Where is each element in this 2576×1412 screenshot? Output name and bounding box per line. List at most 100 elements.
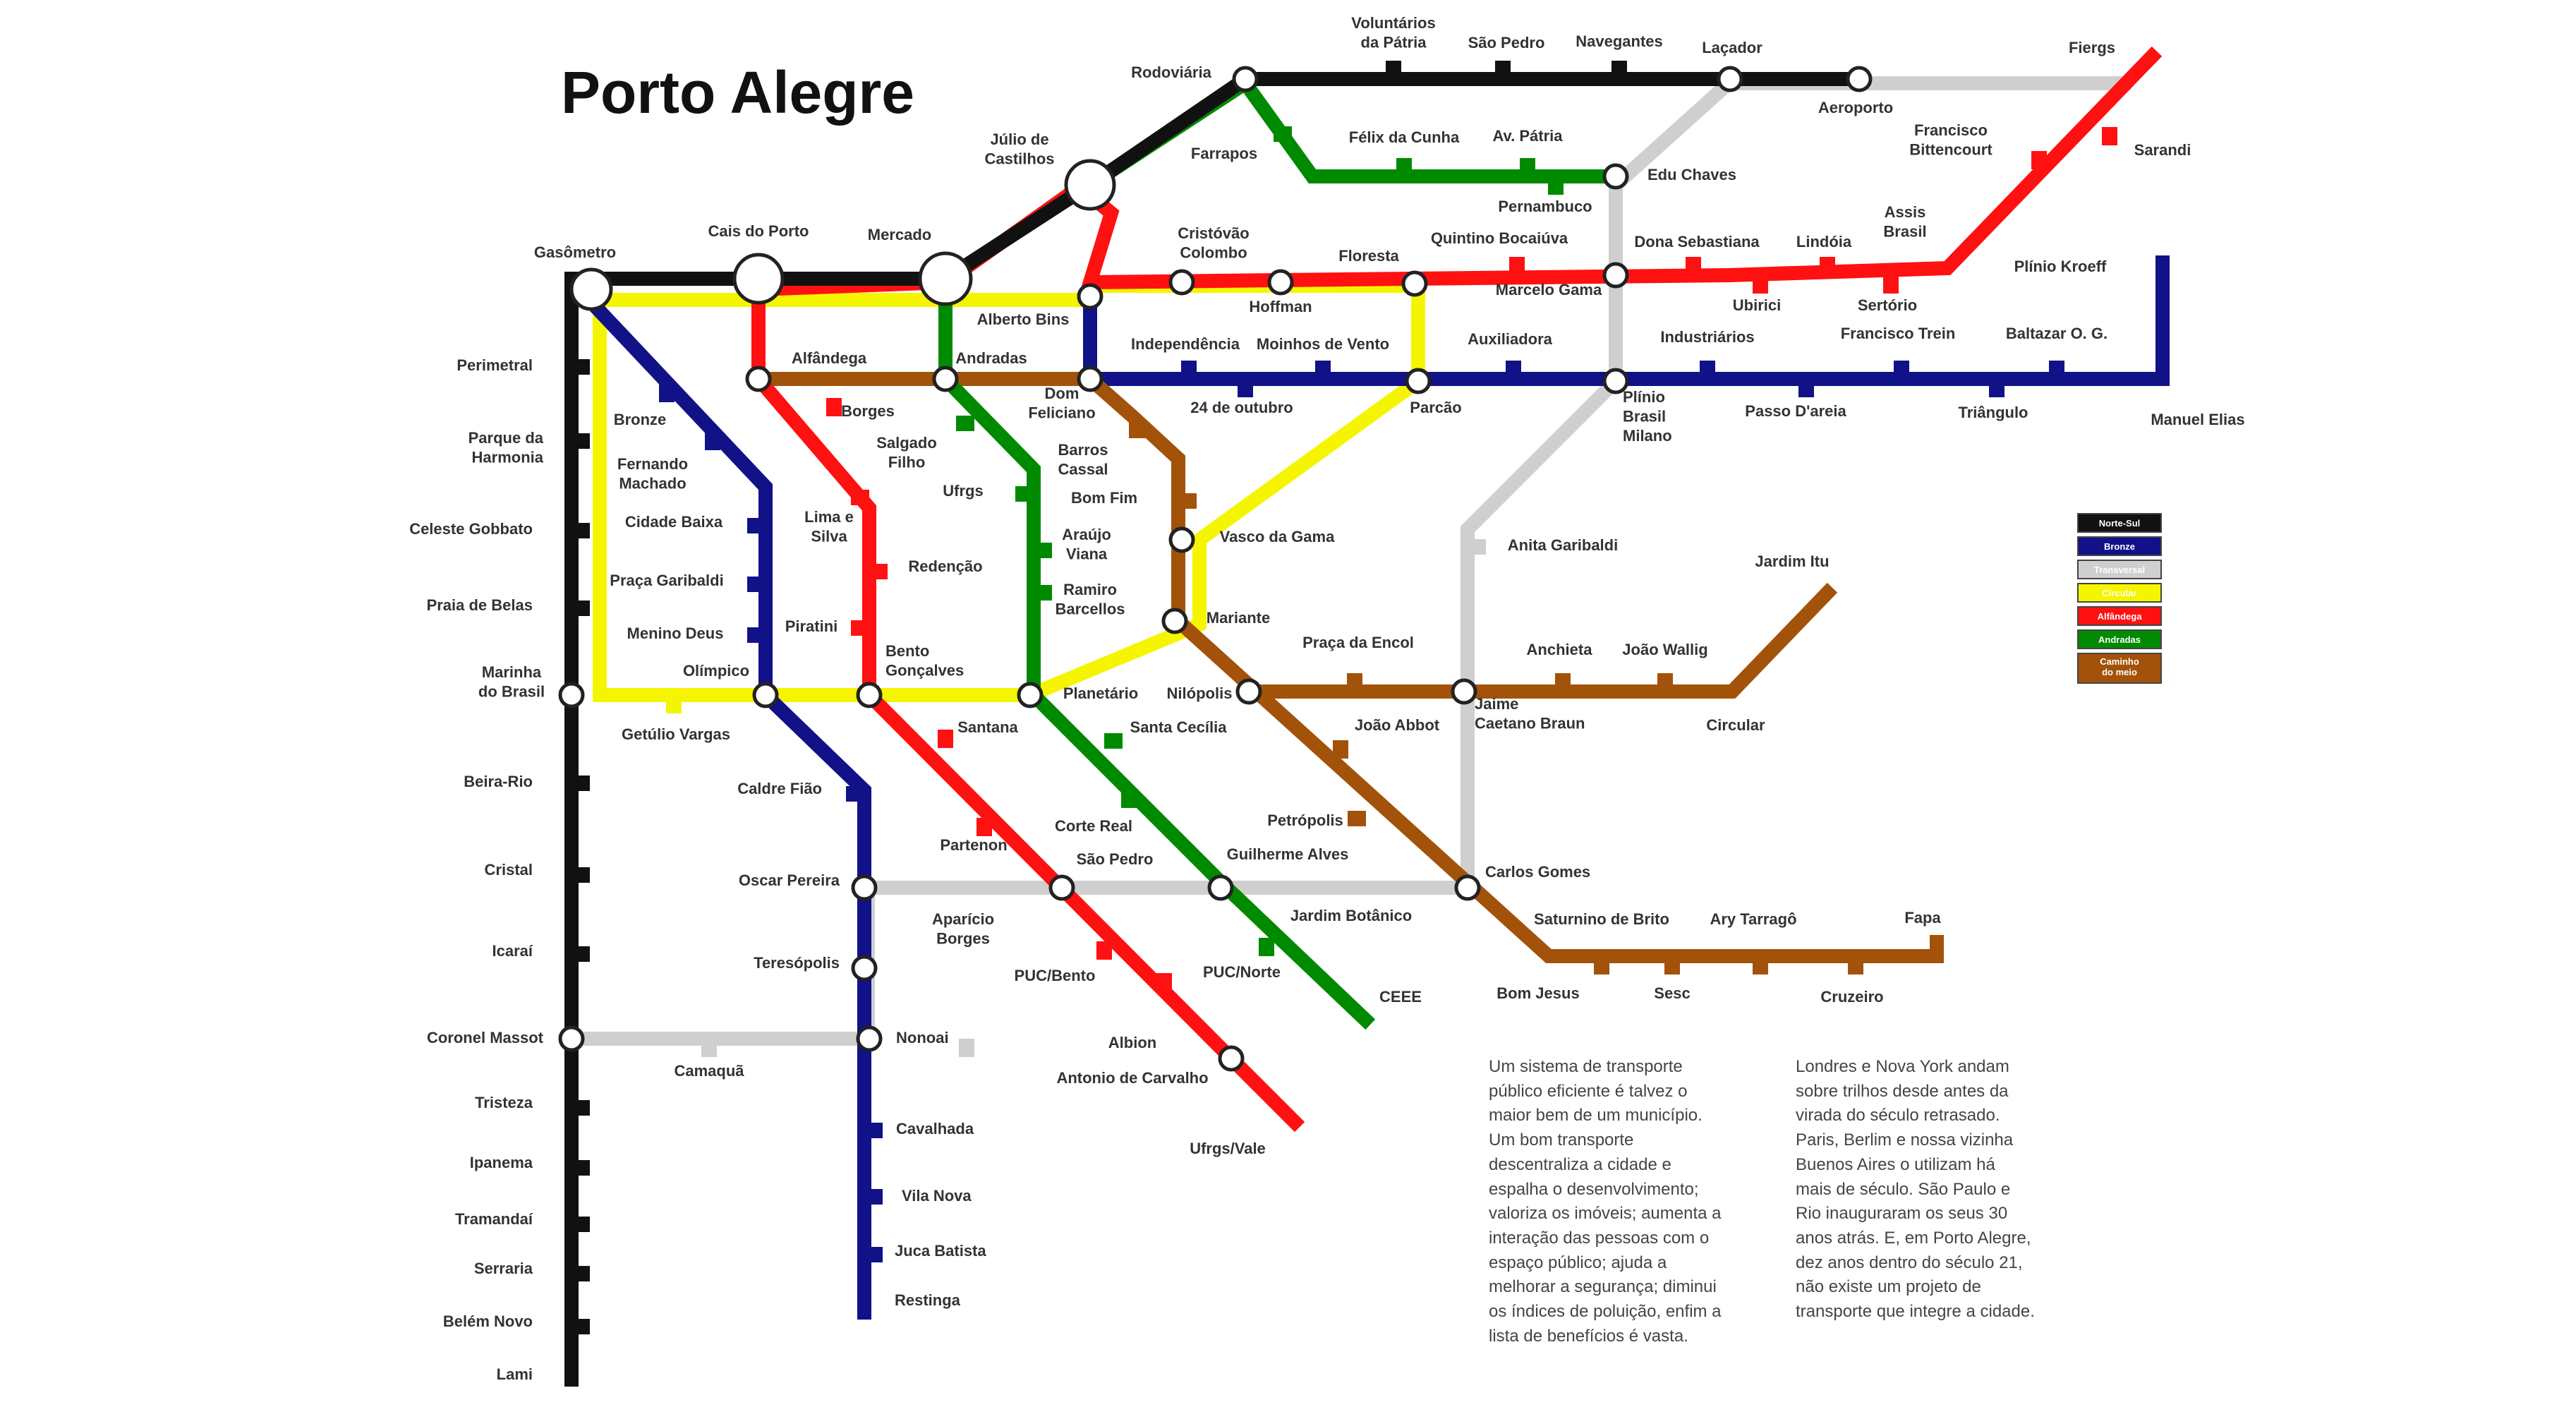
station-label-joao-abbot: João Abbot xyxy=(1355,716,1440,734)
legend-label: Norte-Sul xyxy=(2099,518,2141,529)
station-label-getulio: Getúlio Vargas xyxy=(622,725,730,743)
station-label-fapa: Fapa xyxy=(1904,909,1941,927)
station-label-julio: Júlio de Castilhos xyxy=(984,131,1054,168)
station-label-edu-chaves: Edu Chaves xyxy=(1647,166,1736,183)
interchange-station xyxy=(1846,66,1873,92)
station-label-auxiliadora: Auxiliadora xyxy=(1468,330,1553,348)
station-label-parque-harmonia: Parque da Harmonia xyxy=(468,429,544,466)
interchange-station xyxy=(1077,366,1103,392)
station-label-belem: Belém Novo xyxy=(443,1313,533,1330)
station-label-jaime: Jaime Caetano Braun xyxy=(1475,695,1585,732)
station-label-passo-areia: Passo D'areia xyxy=(1745,402,1846,420)
station-label-sesc: Sesc xyxy=(1654,984,1690,1002)
station-label-bronze: Bronze xyxy=(614,411,667,428)
interchange-station xyxy=(1232,66,1259,92)
station-labels: Voluntários da Pátria São Pedro Navegantes L… xyxy=(409,14,2244,1383)
station-label-baltazar: Baltazar O. G. xyxy=(2006,325,2108,342)
interchange-station xyxy=(732,253,785,305)
station-label-cidade-baixa: Cidade Baixa xyxy=(625,513,723,531)
station-label-aeroporto: Aeroporto xyxy=(1818,99,1893,116)
station-label-lindoia: Lindóia xyxy=(1796,233,1852,251)
station-label-independencia: Independência xyxy=(1131,335,1240,353)
station-label-cais: Cais do Porto xyxy=(708,222,809,240)
interchange-station xyxy=(1602,368,1629,394)
station-label-pernambuco: Pernambuco xyxy=(1498,198,1592,215)
station-label-navegantes: Navegantes xyxy=(1576,32,1663,50)
station-label-saturnino: Saturnino de Brito xyxy=(1534,910,1669,928)
legend-label: Andradas xyxy=(2098,634,2141,645)
station-label-lima-silva: Lima e Silva xyxy=(804,508,854,545)
interchange-station xyxy=(851,955,878,982)
station-label-jardim-botanico: Jardim Botânico xyxy=(1290,907,1412,924)
station-label-santa-cecilia: Santa Cecília xyxy=(1130,718,1228,736)
station-label-outubro: 24 de outubro xyxy=(1190,399,1293,416)
station-label-mariante: Mariante xyxy=(1207,609,1270,627)
station-label-guilherme: Guilherme Alves xyxy=(1227,845,1349,863)
station-label-floresta: Floresta xyxy=(1338,247,1399,265)
legend-label: Circular xyxy=(2102,588,2136,598)
station-label-dona-sebastiana: Dona Sebastiana xyxy=(1634,233,1760,251)
station-label-ramiro: Ramiro Barcellos xyxy=(1055,581,1125,618)
station-label-lacador: Laçador xyxy=(1702,39,1762,56)
station-label-anchieta: Anchieta xyxy=(1527,641,1593,658)
station-label-olimpico: Olímpico xyxy=(683,662,749,680)
station-label-puc-norte: PUC/Norte xyxy=(1203,963,1281,981)
interchange-station xyxy=(558,1025,585,1052)
station-label-moinhos: Moinhos de Vento xyxy=(1257,335,1389,353)
station-label-ary: Ary Tarragô xyxy=(1710,910,1796,928)
interchange-station xyxy=(745,366,772,392)
legend-swatch xyxy=(2077,583,2162,603)
line-legend: Norte-Sul Bronze Transversal Circular Alfând… xyxy=(2077,513,2162,684)
station-label-sao-pedro: São Pedro xyxy=(1077,850,1154,868)
station-label-bom-jesus: Bom Jesus xyxy=(1496,984,1579,1002)
station-label-felix: Félix da Cunha xyxy=(1349,128,1460,146)
interchange-station xyxy=(1717,66,1743,92)
station-label-francisco-trein: Francisco Trein xyxy=(1841,325,1956,342)
interchange-station xyxy=(851,874,878,901)
legend-label: Caminho do meio xyxy=(2100,656,2139,677)
station-label-rodoviaria: Rodoviária xyxy=(1131,64,1211,81)
station-label-quintino: Quintino Bocaiúva xyxy=(1431,229,1568,247)
station-label-vila-nova: Vila Nova xyxy=(902,1187,972,1205)
station-label-sao-pedro-top: São Pedro xyxy=(1468,34,1545,52)
station-label-alfandega: Alfândega xyxy=(792,349,867,367)
station-label-jardim-itu: Jardim Itu xyxy=(1755,553,1829,570)
station-label-triangulo: Triângulo xyxy=(1959,404,2028,421)
station-label-assis-brasil: Assis Brasil xyxy=(1883,203,1926,241)
station-label-dom-feliciano: Dom Feliciano xyxy=(1028,385,1095,422)
station-label-francisco-bitt: Francisco Bittencourt xyxy=(1909,121,1993,159)
station-label-menino-deus: Menino Deus xyxy=(627,624,724,642)
station-label-antonio: Antonio de Carvalho xyxy=(1056,1069,1208,1087)
map-title: Porto Alegre xyxy=(561,59,914,126)
station-label-hoffman: Hoffman xyxy=(1249,298,1312,315)
station-label-perimetral: Perimetral xyxy=(456,356,533,374)
station-label-bom-fim: Bom Fim xyxy=(1071,489,1137,507)
station-label-gasometro: Gasômetro xyxy=(534,243,616,261)
station-label-anita: Anita Garibaldi xyxy=(1508,536,1618,554)
interchange-station xyxy=(1168,269,1195,296)
station-label-circular: Circular xyxy=(1706,716,1765,734)
text-block-history: Londres e Nova York andam sobre trilhos … xyxy=(1796,1057,2035,1322)
interchange-station xyxy=(1218,1045,1245,1072)
station-label-voluntarios: Voluntários da Pátria xyxy=(1351,14,1435,52)
station-label-plinio-brasil: Plínio Brasil Milano xyxy=(1623,388,1672,445)
station-label-partenon: Partenon xyxy=(940,836,1007,854)
route-andradas-9 xyxy=(936,73,1623,289)
interchange-station xyxy=(1602,262,1629,289)
legend-label: Alfândega xyxy=(2098,611,2143,622)
station-label-planetario: Planetário xyxy=(1063,684,1138,702)
interchange-station xyxy=(1077,283,1103,310)
station-label-mercado: Mercado xyxy=(868,226,931,243)
station-label-farrapos: Farrapos xyxy=(1191,145,1257,162)
station-label-manuel-elias: Manuel Elias xyxy=(2151,411,2244,428)
station-label-fiergs: Fiergs xyxy=(2069,39,2115,56)
station-label-bento: Bento Gonçalves xyxy=(885,642,964,680)
station-label-praia-belas: Praia de Belas xyxy=(427,596,533,614)
station-label-corte-real: Corte Real xyxy=(1055,817,1132,835)
station-label-restinga: Restinga xyxy=(895,1291,961,1309)
interchange-station xyxy=(569,267,613,311)
route-caminho-do-meio-7 xyxy=(1242,582,1838,699)
station-label-serraria: Serraria xyxy=(474,1260,533,1277)
station-label-carlos-gomes: Carlos Gomes xyxy=(1485,863,1590,881)
station-label-aparicio: Aparício Borges xyxy=(932,910,994,948)
